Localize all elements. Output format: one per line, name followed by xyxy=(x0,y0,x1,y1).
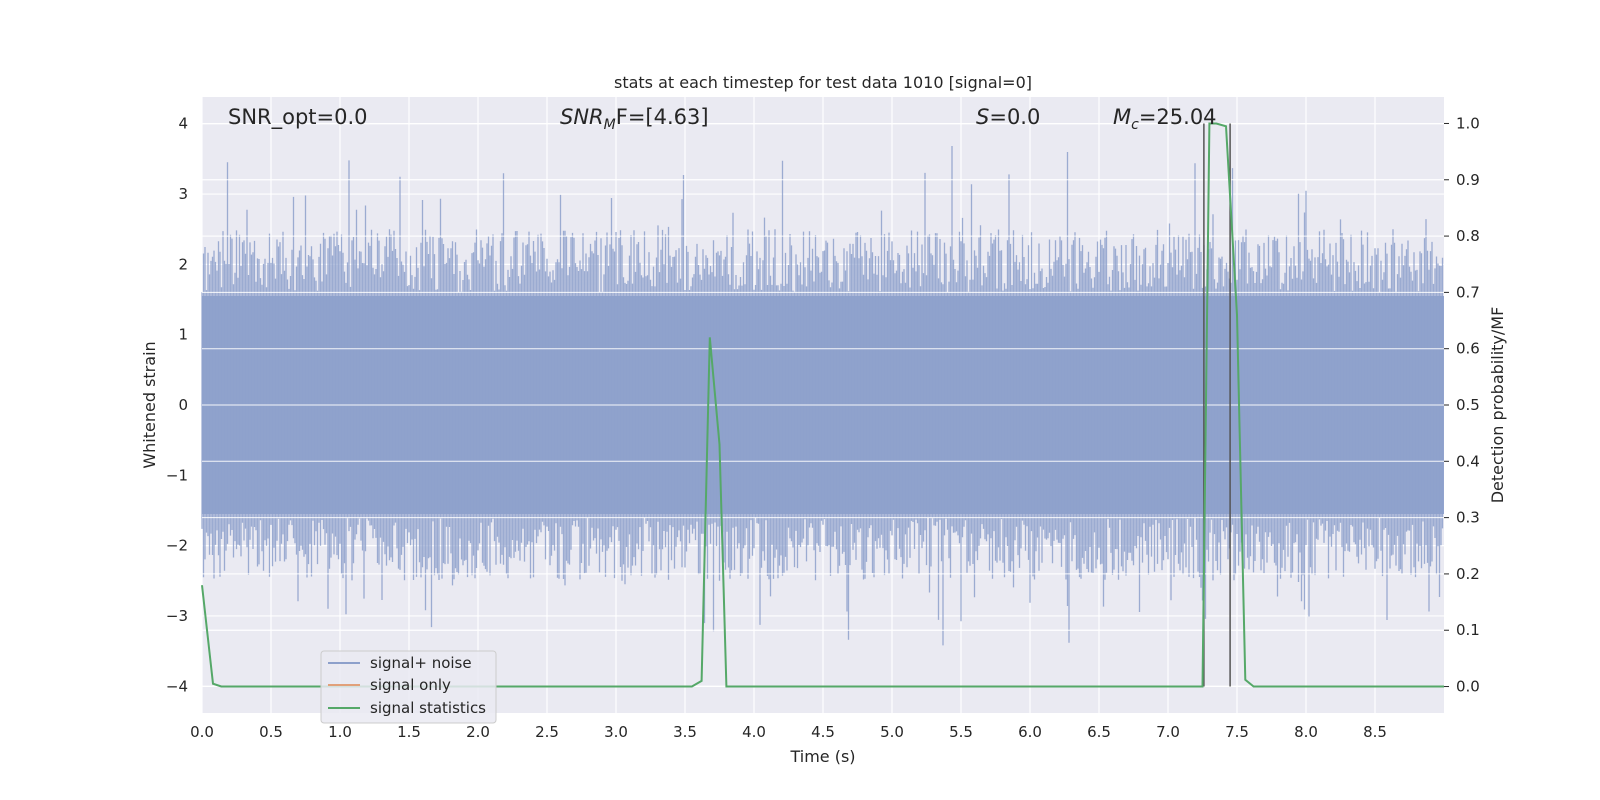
x-tick-label: 8.0 xyxy=(1294,723,1318,741)
x-tick-label: 5.0 xyxy=(880,723,904,741)
chart-title: stats at each timestep for test data 101… xyxy=(614,73,1032,92)
right-y-tick-label: 0.3 xyxy=(1456,509,1480,527)
x-tick-label: 7.0 xyxy=(1156,723,1180,741)
right-y-tick-labels: 1.0 0.9 0.8 0.7 0.6 0.5 0.4 0.3 0.2 0.1 0.0 xyxy=(1444,114,1480,696)
x-tick-label: 2.0 xyxy=(466,723,490,741)
x-tick-label: 1.5 xyxy=(397,723,421,741)
left-y-tick-label: 3 xyxy=(178,185,188,203)
mc-rest: =25.04 xyxy=(1139,105,1217,129)
mc-sub: c xyxy=(1131,117,1139,133)
x-tick-labels: 0.0 0.5 1.0 1.5 2.0 2.5 3.0 3.5 4.0 4.5 5.0 5.5 6.0 6… xyxy=(190,723,1387,741)
right-y-tick-label: 0.0 xyxy=(1456,678,1480,696)
snr-opt-annotation: SNR_opt=0.0 xyxy=(228,105,368,130)
right-y-axis-label: Detection probability/MF xyxy=(1488,307,1507,504)
x-tick-label: 3.0 xyxy=(604,723,628,741)
x-tick-label: 0.5 xyxy=(259,723,283,741)
right-y-tick-label: 0.9 xyxy=(1456,171,1480,189)
x-tick-label: 3.5 xyxy=(673,723,697,741)
left-y-tick-label: 4 xyxy=(178,115,188,133)
x-tick-label: 6.5 xyxy=(1087,723,1111,741)
right-y-tick-label: 1.0 xyxy=(1456,114,1480,132)
mc-base: M xyxy=(1113,105,1131,129)
right-y-tick-label: 0.4 xyxy=(1456,452,1480,470)
s-rest: =0.0 xyxy=(989,105,1040,129)
left-y-axis-label: Whitened strain xyxy=(140,341,159,468)
left-y-tick-labels: 4 3 2 1 0 −1 −2 −3 −4 xyxy=(166,115,188,696)
left-y-tick-label: −2 xyxy=(166,537,188,555)
left-y-tick-label: 0 xyxy=(178,396,188,414)
signal-statistics-series xyxy=(201,122,1444,688)
x-tick-label: 2.5 xyxy=(535,723,559,741)
s-annotation: S=0.0 xyxy=(976,105,1040,129)
right-y-tick-label: 0.6 xyxy=(1456,340,1480,358)
x-tick-label: 4.0 xyxy=(742,723,766,741)
x-tick-label: 7.5 xyxy=(1225,723,1249,741)
x-tick-label: 0.0 xyxy=(190,723,214,741)
legend-label-signal-only: signal only xyxy=(370,676,451,694)
x-axis-label: Time (s) xyxy=(789,747,855,766)
left-y-tick-label: 2 xyxy=(178,255,188,273)
x-tick-label: 5.5 xyxy=(949,723,973,741)
mc-annotation: Mc=25.04 xyxy=(1113,105,1217,133)
left-y-tick-label: −1 xyxy=(166,466,188,484)
right-y-tick-label: 0.5 xyxy=(1456,396,1480,414)
legend-label-signal-statistics: signal statistics xyxy=(370,699,486,717)
snr-mf-sub: M xyxy=(604,117,616,133)
left-y-tick-label: 1 xyxy=(178,326,188,344)
legend-label-signal-noise: signal+ noise xyxy=(370,654,472,672)
right-y-tick-label: 0.1 xyxy=(1456,621,1480,639)
s-base: S xyxy=(976,105,989,129)
x-tick-label: 1.0 xyxy=(328,723,352,741)
right-y-tick-label: 0.7 xyxy=(1456,283,1480,301)
snr-mf-base: SNR xyxy=(560,105,604,129)
x-tick-label: 8.5 xyxy=(1363,723,1387,741)
snr-mf-rest: F=[4.63] xyxy=(616,105,709,129)
signal-statistics-line xyxy=(201,122,1444,688)
left-y-tick-label: −3 xyxy=(166,607,188,625)
x-tick-label: 4.5 xyxy=(811,723,835,741)
legend: signal+ noise signal only signal statist… xyxy=(320,650,497,724)
snr-mf-annotation: SNRMF=[4.63] xyxy=(560,105,709,133)
x-tick-label: 6.0 xyxy=(1018,723,1042,741)
right-y-tick-label: 0.8 xyxy=(1456,227,1480,245)
legend-box xyxy=(320,650,497,724)
left-y-tick-label: −4 xyxy=(166,677,188,695)
right-y-tick-label: 0.2 xyxy=(1456,565,1480,583)
